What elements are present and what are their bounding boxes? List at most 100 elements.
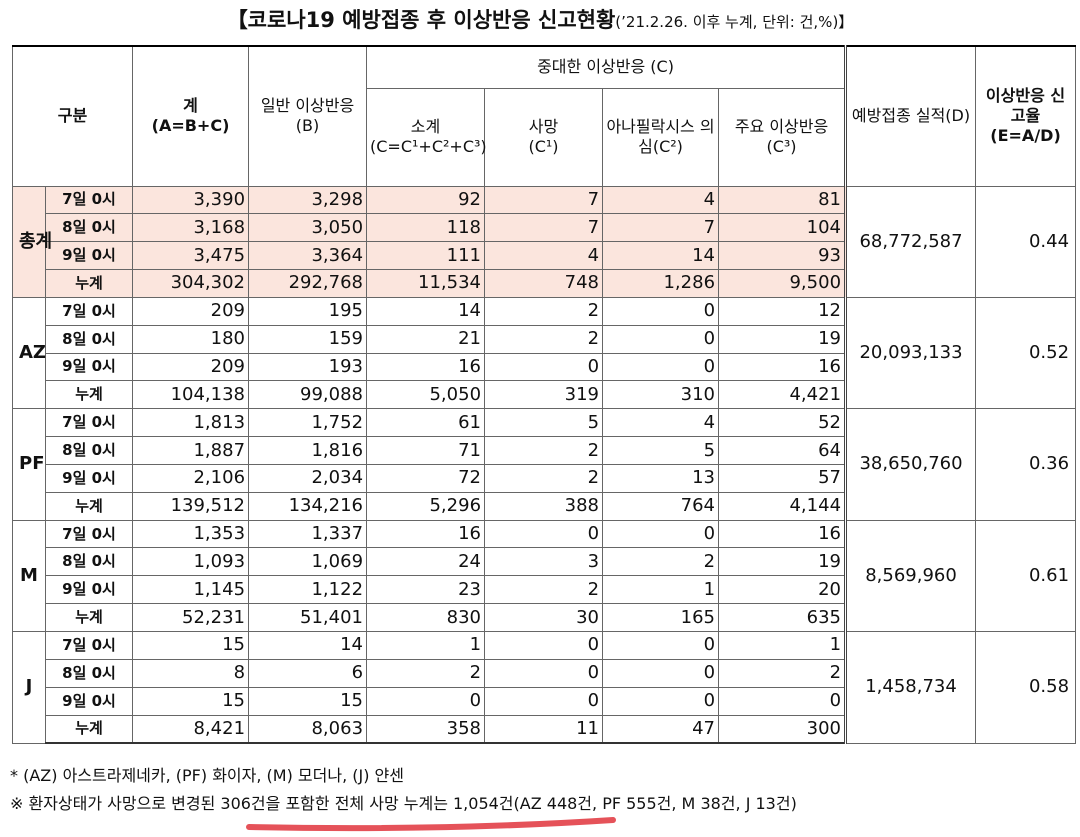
- value-cell: 0: [602, 686, 720, 716]
- header-label: 일반 이상반응: [260, 96, 355, 116]
- value-cell: 1,337: [248, 519, 368, 549]
- period-cell: 누계: [44, 603, 134, 632]
- title-main: 【코로나19 예방접종 후 이상반응 신고현황: [226, 8, 616, 32]
- group-name: AZ: [12, 296, 46, 410]
- value-cell: 0: [602, 658, 720, 688]
- value-cell: 12: [718, 296, 848, 326]
- value-cell: 23: [366, 575, 486, 605]
- header-cell: 주요 이상반응 (C³): [718, 87, 848, 187]
- group-name: PF: [12, 408, 46, 521]
- value-cell: 9,500: [718, 269, 848, 298]
- highlight-underline: [246, 817, 616, 832]
- table-header: 구분 계 (A=B+C) 일반 이상반응 (B) 중대한 이상반응 (C) 예방접종…: [11, 45, 1077, 187]
- value-cell: 19: [718, 547, 848, 577]
- value-cell: 2: [484, 436, 604, 465]
- value-cell: 14: [366, 296, 486, 326]
- value-cell: 195: [248, 296, 368, 326]
- period-cell: 7일 0시: [44, 519, 134, 549]
- value-cell: 4,144: [718, 491, 848, 521]
- table-row: M 7일 0시 1,353 1,337 16 0 0 16 8,569,960 0.61: [12, 519, 1077, 633]
- value-cell: 0: [602, 296, 720, 326]
- rate-cell: 0.36: [975, 408, 1077, 521]
- value-cell: 0: [484, 352, 604, 382]
- value-cell: 764: [602, 491, 720, 521]
- value-cell: 7: [484, 185, 604, 215]
- value-cell: 1,145: [132, 575, 250, 605]
- header-label: 이상반응 신고율: [985, 86, 1066, 126]
- value-cell: 71: [366, 436, 486, 465]
- period-cell: 8일 0시: [44, 547, 134, 577]
- value-cell: 0: [602, 352, 720, 382]
- value-cell: 72: [366, 463, 486, 493]
- value-cell: 1,353: [132, 519, 250, 549]
- group-name: M: [12, 519, 46, 633]
- value-cell: 61: [366, 408, 486, 438]
- header-code: (A=B+C): [151, 116, 230, 136]
- rate-cell: 0.61: [975, 519, 1077, 633]
- vaccinated-cell: 38,650,760: [845, 408, 977, 521]
- period-cell: 9일 0시: [44, 241, 134, 271]
- header-cell: 구분: [11, 45, 134, 187]
- value-cell: 388: [484, 491, 604, 521]
- header-code: (C³): [766, 137, 797, 156]
- value-cell: 118: [366, 213, 486, 243]
- header-code: (E=A/D): [990, 126, 1061, 146]
- value-cell: 134,216: [248, 491, 368, 521]
- header-cell: 이상반응 신고율 (E=A/D): [975, 45, 1077, 187]
- value-cell: 1,069: [248, 547, 368, 577]
- footnote: * (AZ) 아스트라제네카, (PF) 화이자, (M) 모더나, (J) 얀…: [10, 766, 404, 785]
- value-cell: 748: [484, 269, 604, 298]
- value-cell: 310: [602, 380, 720, 410]
- value-cell: 4,421: [718, 380, 848, 410]
- value-cell: 193: [248, 352, 368, 382]
- value-cell: 3,050: [248, 213, 368, 243]
- header-code: (C¹): [528, 137, 559, 156]
- value-cell: 0: [602, 631, 720, 660]
- value-cell: 14: [248, 631, 368, 660]
- period-cell: 7일 0시: [44, 408, 134, 438]
- value-cell: 1,816: [248, 436, 368, 465]
- table-row: J 7일 0시 15 14 1 0 0 1 1,458,734 0.58: [12, 631, 1077, 744]
- rate-cell: 0.58: [975, 631, 1077, 744]
- title-note: (’21.2.26. 이후 누계, 단위: 건,%)】: [615, 13, 854, 31]
- table-row: 누계 304,302 292,768 11,534 748 1,286 9,500: [13, 269, 1076, 298]
- period-cell: 9일 0시: [44, 463, 134, 493]
- rate-cell: 0.44: [975, 185, 1077, 298]
- value-cell: 6: [248, 658, 368, 688]
- table-row: 총계 7일 0시 3,390 3,298 92 7 4 81 68,772,587 0.44: [12, 185, 1077, 298]
- value-cell: 8: [132, 658, 250, 688]
- value-cell: 1,093: [132, 547, 250, 577]
- vaccinated-cell: 68,772,587: [845, 185, 977, 298]
- table-row: 9일 0시 15 15 0 0 0 0: [13, 686, 1076, 716]
- table-row: 8일 0시 3,168 3,050 118 7 7 104: [13, 213, 1076, 243]
- header-cell: 일반 이상반응 (B): [248, 45, 368, 187]
- vaccinated-cell: 8,569,960: [845, 519, 977, 633]
- value-cell: 92: [366, 185, 486, 215]
- table-row: 8일 0시 1,093 1,069 24 3 2 19: [13, 547, 1076, 577]
- value-cell: 15: [132, 631, 250, 660]
- value-cell: 1,887: [132, 436, 250, 465]
- table-row: 8일 0시 180 159 21 2 0 19: [13, 324, 1076, 354]
- rate-cell: 0.52: [975, 296, 1077, 410]
- header-cell: 소계 (C=C¹+C²+C³): [366, 87, 487, 187]
- value-cell: 20: [718, 575, 848, 605]
- period-cell: 누계: [44, 380, 134, 410]
- value-cell: 292,768: [248, 269, 368, 298]
- period-cell: 8일 0시: [44, 436, 134, 465]
- table-body: 총계 7일 0시 3,390 3,298 92 7 4 81 68,772,587 0.44 8일 …: [12, 185, 1077, 745]
- header-row: 소계 (C=C¹+C²+C³) 사망 (C¹) 아나필락시스 의심(C²) 주요 이상반응…: [13, 87, 1076, 187]
- value-cell: 1: [366, 631, 486, 660]
- header-cell: 계 (A=B+C): [132, 45, 250, 187]
- period-cell: 누계: [44, 491, 134, 521]
- table-row: PF 7일 0시 1,813 1,752 61 5 4 52 38,650,760 0.36: [12, 408, 1077, 521]
- period-cell: 8일 0시: [44, 658, 134, 688]
- header-label: 주요 이상반응: [734, 117, 829, 136]
- value-cell: 4: [602, 185, 720, 215]
- value-cell: 16: [366, 519, 486, 549]
- value-cell: 2: [484, 324, 604, 354]
- value-cell: 7: [602, 213, 720, 243]
- value-cell: 4: [602, 408, 720, 438]
- value-cell: 104: [718, 213, 848, 243]
- value-cell: 21: [366, 324, 486, 354]
- value-cell: 99,088: [248, 380, 368, 410]
